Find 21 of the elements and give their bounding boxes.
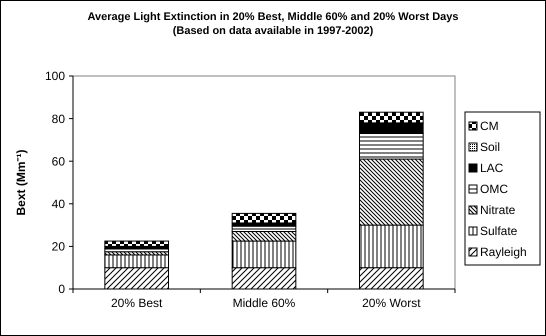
legend-label: Sulfate xyxy=(480,224,518,238)
legend-label: LAC xyxy=(480,161,504,176)
bar xyxy=(104,240,169,247)
x-tick-label: 20% Worst xyxy=(362,296,422,310)
y-tick-label: 60 xyxy=(52,154,66,168)
chart-title: Average Light Extinction in 20% Best, Middle 60% and 20% Worst Days xyxy=(87,11,459,23)
chart-subtitle: (Based on data available in 1997-2002) xyxy=(172,25,374,37)
legend-label: Rayleigh xyxy=(480,245,527,260)
y-axis-title: Bext (Mm⁻¹) xyxy=(14,150,28,216)
bar xyxy=(232,212,296,224)
y-tick-label: 80 xyxy=(52,112,66,126)
legend-label: Soil xyxy=(480,140,500,154)
y-tick-label: 100 xyxy=(44,69,66,84)
y-tick-label: 20 xyxy=(52,240,66,254)
legend-label: Nitrate xyxy=(480,203,516,218)
y-tick-label: 40 xyxy=(52,197,66,211)
x-tick-label: 20% Best xyxy=(110,296,164,310)
x-tick-label: Middle 60% xyxy=(232,296,296,310)
y-tick-label: 0 xyxy=(58,282,66,296)
legend-label: CM xyxy=(480,119,499,134)
legend-label: OMC xyxy=(480,182,508,196)
